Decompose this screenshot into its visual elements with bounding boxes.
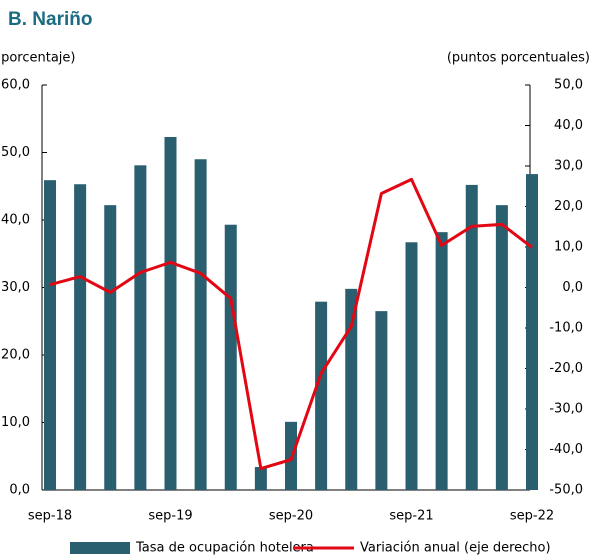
y2-tick-label: 20,0 [554,199,583,214]
bar [194,159,207,490]
x-tick-label: sep-20 [269,509,313,524]
chart-title: B. Nariño [8,9,92,30]
y2-tick-label: 40,0 [554,118,583,133]
legend-label: Tasa de ocupación hotelera [135,541,314,556]
y-tick-label: 50,0 [1,145,30,160]
legend-swatch [70,542,130,554]
bar [74,184,87,490]
y2-tick-label: 30,0 [554,159,583,174]
x-tick-label: sep-22 [510,509,554,524]
y2-tick-label: -10,0 [549,321,583,336]
bar [435,232,448,490]
bar [134,165,147,490]
y-tick-label: 20,0 [1,348,30,363]
y-axis-label: (porcentaje) [0,51,75,66]
y2-tick-label: 10,0 [554,240,583,255]
bar [526,174,538,490]
y-tick-label: 0,0 [9,483,30,498]
line [49,177,533,471]
bar [375,311,388,490]
y-tick-label: 10,0 [1,415,30,430]
bar [315,301,328,490]
y-tick-label: 40,0 [1,213,30,228]
y-tick-label: 60,0 [1,78,30,93]
bar [405,242,418,490]
x-tick-label: sep-21 [389,509,433,524]
bar [495,205,508,490]
x-tick-label: sep-18 [28,509,72,524]
bar [224,224,237,490]
x-tick-label: sep-19 [148,509,192,524]
bar [465,184,478,490]
y2-tick-label: -40,0 [549,442,583,457]
bar [44,180,56,491]
bar [104,205,117,490]
y2-tick-label: -30,0 [549,402,583,417]
legend-label: Variación anual (eje derecho) [360,541,551,556]
y2-tick-label: -50,0 [549,483,583,498]
y2-axis-label: (puntos porcentuales) [447,51,590,66]
bar [345,288,358,490]
y2-tick-label: 0,0 [562,280,583,295]
bar [254,467,267,490]
y-tick-label: 30,0 [1,280,30,295]
bar [164,136,177,490]
y2-tick-label: 50,0 [554,78,583,93]
y2-tick-label: -20,0 [549,361,583,376]
